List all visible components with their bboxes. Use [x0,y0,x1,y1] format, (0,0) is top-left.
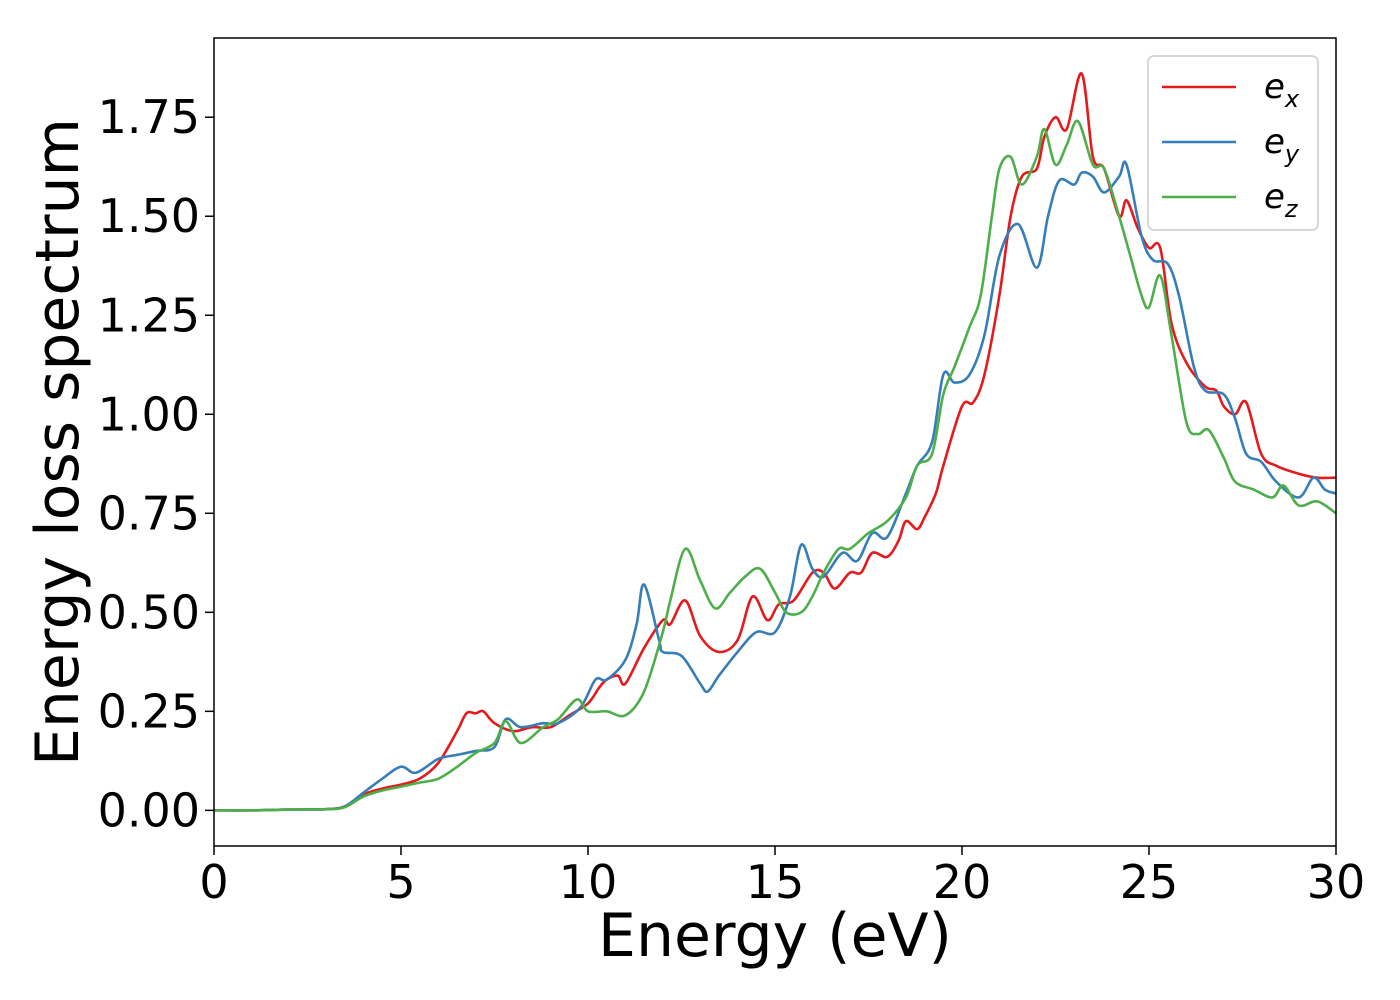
x-axis: 0 5 10 15 20 25 30 [199,846,1365,909]
y-tick-label: 0.50 [98,585,200,639]
series-layer [214,72,1336,812]
y-tick-label: 0.00 [98,783,200,837]
y-axis: 0.00 0.25 0.50 0.75 1.00 1.25 1.50 1.75 [98,90,214,837]
x-tick-label: 30 [1307,855,1366,909]
y-tick-label: 1.75 [98,90,200,144]
x-tick-label: 20 [933,855,992,909]
y-axis-title: Energy loss spectrum [23,118,93,766]
y-tick-label: 1.25 [98,288,200,342]
x-axis-title: Energy (eV) [598,901,952,971]
y-tick-label: 0.25 [98,684,200,738]
series-line-z [214,119,1336,812]
x-tick-label: 5 [386,855,415,909]
series-line-x [214,72,1336,812]
series-line-y [214,160,1336,812]
y-tick-label: 0.75 [98,486,200,540]
y-tick-label: 1.00 [98,387,200,441]
x-tick-label: 10 [559,855,618,909]
y-tick-label: 1.50 [98,189,200,243]
x-tick-label: 0 [199,855,228,909]
x-tick-label: 15 [746,855,805,909]
x-tick-label: 25 [1120,855,1179,909]
